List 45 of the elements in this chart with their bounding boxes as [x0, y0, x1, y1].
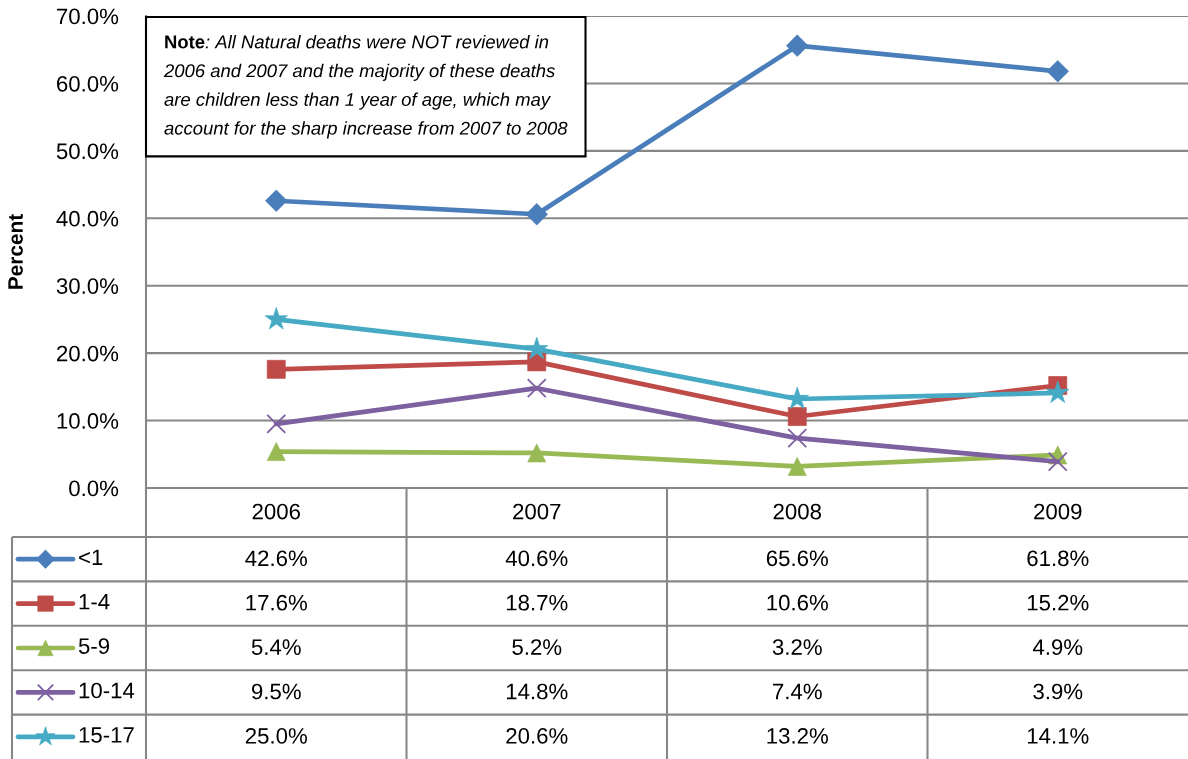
data-label: 13.2% — [767, 728, 828, 744]
point — [787, 428, 808, 449]
data-label: 15.2% — [1027, 594, 1089, 611]
data-label: 7.4% — [773, 683, 822, 700]
data-label: 14.8% — [506, 683, 568, 700]
data-label: 42.6% — [245, 550, 307, 567]
point — [526, 378, 547, 399]
data-label: 3.2% — [772, 639, 822, 655]
x-tick-label: 2008 — [773, 503, 821, 520]
data-label: 3.9% — [1033, 683, 1083, 700]
point — [265, 189, 288, 212]
legend-label: 1-4 — [79, 594, 110, 610]
y-axis-title: Percent — [8, 214, 23, 289]
annotation: Note: All Natural deaths were NOT reviewed in 2006 and 2007 and the majority of these deaths are children less than 1 year of age, which may account for the sharp increase from 2007 to 2008 — [163, 34, 568, 139]
data-label: 20.6% — [506, 728, 568, 744]
point — [527, 443, 547, 463]
x-tick-label: 2009 — [1034, 503, 1082, 520]
data-label: 65.6% — [766, 550, 828, 567]
point — [266, 414, 287, 434]
x-tick-label: 2007 — [513, 503, 561, 520]
legend-label: 5-9 — [78, 638, 110, 654]
y-tick-label: 10.0% — [57, 413, 119, 429]
data-label: 17.6% — [246, 594, 307, 611]
y-tick-label: 70.0% — [57, 8, 119, 25]
y-tick-label: 0.0% — [69, 480, 119, 497]
data-label: 10.6% — [767, 594, 828, 611]
data-label: 18.7% — [506, 594, 568, 611]
data-label: 5.2% — [512, 639, 562, 655]
y-tick-label: 60.0% — [57, 75, 119, 92]
data-label: 9.5% — [251, 683, 301, 700]
y-tick-label: 20.0% — [57, 345, 119, 362]
data-label: 40.6% — [505, 550, 568, 567]
data-label: 14.1% — [1027, 728, 1089, 744]
data-label: 61.8% — [1027, 550, 1089, 567]
legend-label: 10-14 — [79, 682, 135, 699]
data-label: 5.4% — [251, 639, 301, 655]
data-label: 4.9% — [1032, 639, 1083, 655]
point — [1047, 451, 1068, 472]
data-label: 25.0% — [245, 728, 307, 744]
y-tick-label: 50.0% — [56, 143, 119, 160]
x-tick-label: 2006 — [252, 503, 300, 520]
legend-label: <1 — [79, 549, 103, 565]
y-tick-label: 40.0% — [56, 210, 119, 227]
legend-label: 15-17 — [79, 727, 134, 743]
y-tick-label: 30.0% — [56, 278, 119, 294]
